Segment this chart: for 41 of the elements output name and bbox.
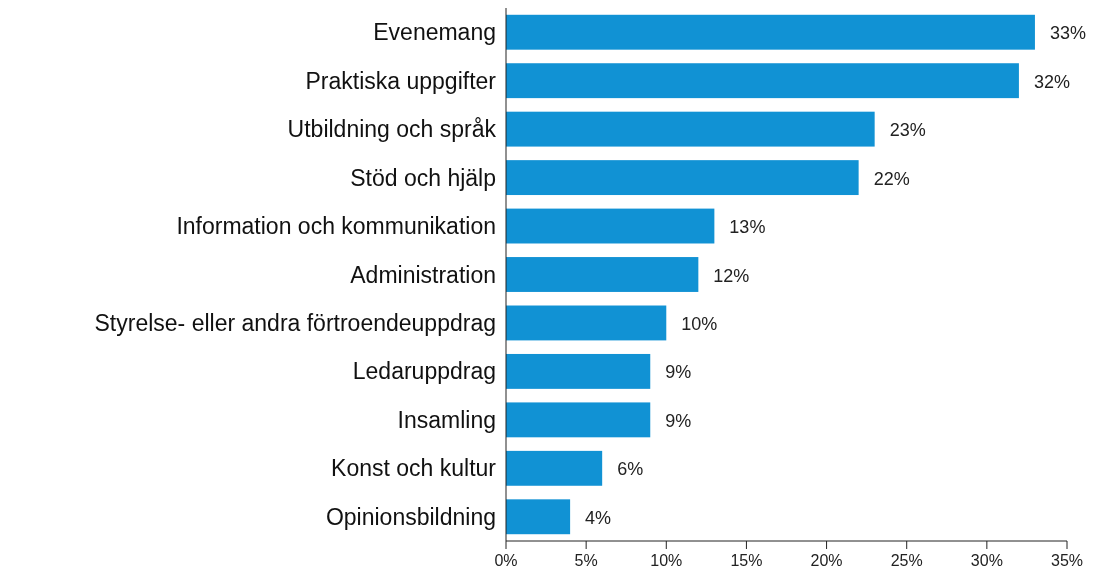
data-label: 10% <box>681 313 718 334</box>
bar <box>506 111 875 147</box>
bar <box>506 353 651 389</box>
data-label: 9% <box>665 410 692 431</box>
x-tick-label: 25% <box>890 552 923 569</box>
data-label: 13% <box>729 217 766 238</box>
bar <box>506 208 715 244</box>
data-label: 32% <box>1033 71 1070 92</box>
data-label: 22% <box>873 168 910 189</box>
bar <box>506 160 859 196</box>
x-tick-label: 20% <box>810 552 843 569</box>
bar <box>506 14 1035 50</box>
y-tick-label: Evenemang <box>373 19 496 46</box>
data-label: 12% <box>713 265 750 286</box>
y-tick-label: Stöd och hjälp <box>350 164 496 191</box>
y-tick-label: Ledaruppdrag <box>352 358 496 385</box>
x-tick-label: 0% <box>494 552 518 569</box>
x-tick-label: 30% <box>970 552 1003 569</box>
y-tick-label: Praktiska uppgifter <box>305 67 497 94</box>
y-tick-label: Styrelse- eller andra förtroendeuppdrag <box>94 309 496 336</box>
x-tick-label: 35% <box>1050 552 1084 569</box>
data-label: 9% <box>665 362 692 383</box>
y-tick-label: Utbildning och språk <box>287 116 497 143</box>
bar <box>506 63 1019 99</box>
data-label: 33% <box>1049 23 1086 44</box>
bar <box>506 499 571 535</box>
bar <box>506 257 699 292</box>
x-tick-label: 10% <box>650 552 683 569</box>
data-label: 23% <box>889 120 926 141</box>
y-tick-label: Opinionsbildning <box>325 503 496 530</box>
data-label: 6% <box>617 459 644 480</box>
bar <box>506 305 667 341</box>
bar <box>506 450 603 486</box>
x-tick-label: 15% <box>730 552 763 569</box>
data-label: 4% <box>585 507 612 528</box>
y-tick-label: Administration <box>350 261 496 288</box>
bar <box>506 402 651 438</box>
y-tick-label: Konst och kultur <box>331 455 497 482</box>
y-tick-label: Information och kommunikation <box>176 213 496 240</box>
y-tick-label: Insamling <box>397 406 496 433</box>
x-tick-label: 5% <box>574 552 598 569</box>
